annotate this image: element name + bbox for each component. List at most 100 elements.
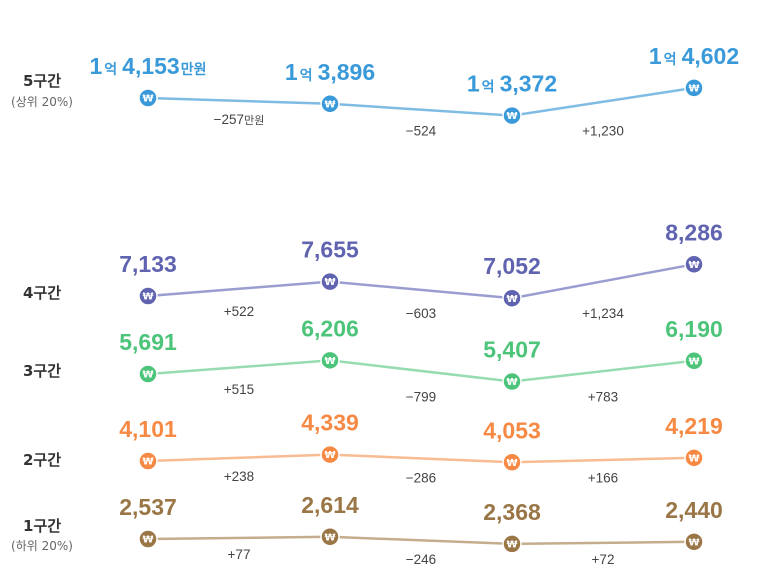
value-label-number: 8,286 xyxy=(665,219,723,245)
delta-value: −603 xyxy=(406,306,436,321)
row-sublabel: (하위 20%) xyxy=(11,539,73,553)
value-label: 8,286 xyxy=(665,219,723,245)
value-label-unit-eok: 억 xyxy=(482,80,495,96)
value-label-hundred-millions: 1 xyxy=(649,43,662,69)
won-icon: ₩ xyxy=(506,111,517,122)
delta-value: +783 xyxy=(588,390,618,405)
data-point xyxy=(502,371,522,392)
delta-value: −524 xyxy=(406,124,437,139)
value-label-unit: 만원 xyxy=(181,62,207,78)
value-label: 2,440 xyxy=(665,497,723,523)
value-label-unit-eok: 억 xyxy=(664,52,677,68)
value-label: 7,133 xyxy=(119,251,177,277)
series-line xyxy=(147,263,695,300)
delta-value: −246 xyxy=(406,552,436,567)
delta-label: +72 xyxy=(592,552,615,567)
delta-value: −257 xyxy=(214,112,244,127)
value-label-number: 4,053 xyxy=(483,417,541,443)
row-label: 1구간 xyxy=(23,517,61,535)
value-label: 5,691 xyxy=(119,329,177,355)
won-icon: ₩ xyxy=(324,450,335,461)
delta-value: +522 xyxy=(224,304,254,319)
won-icon: ₩ xyxy=(324,99,335,110)
delta-label: +238 xyxy=(224,469,254,484)
data-point xyxy=(320,444,340,465)
delta-label: −286 xyxy=(406,470,436,485)
data-point xyxy=(320,350,340,371)
value-label: 1 억 3,372 xyxy=(467,71,557,97)
delta-label: −246 xyxy=(406,552,436,567)
won-icon: ₩ xyxy=(142,535,153,546)
value-label-unit-eok: 억 xyxy=(300,68,313,84)
row-sublabel: (상위 20%) xyxy=(11,95,73,109)
delta-label: +166 xyxy=(588,470,618,485)
delta-label: +515 xyxy=(224,382,254,397)
value-label-number: 4,153 xyxy=(122,53,180,79)
data-point xyxy=(502,105,522,126)
row-label: 3구간 xyxy=(23,362,61,380)
data-point xyxy=(138,88,158,108)
won-icon: ₩ xyxy=(688,356,699,367)
data-point xyxy=(684,78,704,98)
delta-label: −799 xyxy=(406,390,436,405)
value-label-number: 4,219 xyxy=(665,413,723,439)
won-icon: ₩ xyxy=(324,277,335,288)
value-label-number: 5,407 xyxy=(483,337,541,363)
series-line xyxy=(147,453,695,464)
data-point xyxy=(138,364,158,384)
won-icon: ₩ xyxy=(506,540,517,551)
series-line xyxy=(147,535,695,546)
delta-value: +1,230 xyxy=(582,124,624,139)
won-icon: ₩ xyxy=(324,532,335,543)
value-label-number: 2,368 xyxy=(483,499,541,525)
delta-label: +1,234 xyxy=(582,306,624,321)
data-point xyxy=(320,94,340,114)
won-icon: ₩ xyxy=(506,377,517,388)
delta-value: −286 xyxy=(406,470,436,485)
value-label-number: 7,052 xyxy=(483,253,541,279)
data-point xyxy=(684,254,704,275)
delta-label: +783 xyxy=(588,390,618,405)
series-line xyxy=(147,359,695,383)
won-icon: ₩ xyxy=(506,458,517,469)
delta-label: +77 xyxy=(228,547,251,562)
delta-label: +522 xyxy=(224,304,254,319)
delta-value: +166 xyxy=(588,470,618,485)
value-label-number: 3,372 xyxy=(500,71,558,97)
value-label-hundred-millions: 1 xyxy=(285,59,298,85)
value-label: 1 억 3,896 xyxy=(285,59,375,85)
delta-value: +77 xyxy=(228,547,251,562)
delta-value: −799 xyxy=(406,390,436,405)
value-label: 2,614 xyxy=(301,492,359,518)
value-label-number: 4,101 xyxy=(119,416,177,442)
won-icon: ₩ xyxy=(142,292,153,303)
won-icon: ₩ xyxy=(506,294,517,305)
won-icon: ₩ xyxy=(688,453,699,464)
won-icon: ₩ xyxy=(142,457,153,468)
delta-value: +238 xyxy=(224,469,254,484)
data-point xyxy=(502,288,522,308)
won-icon: ₩ xyxy=(688,537,699,548)
value-label: 5,407 xyxy=(483,337,541,363)
won-icon: ₩ xyxy=(142,94,153,105)
value-label: 7,052 xyxy=(483,253,541,279)
delta-label: −257만원 xyxy=(214,112,265,127)
value-label: 4,219 xyxy=(665,413,723,439)
data-point xyxy=(138,451,158,471)
value-label: 1 억 4,153만원 xyxy=(89,53,206,79)
value-label-number: 7,655 xyxy=(301,237,359,263)
value-label-number: 4,602 xyxy=(682,43,740,69)
value-label-number: 2,537 xyxy=(119,494,177,520)
value-label-number: 2,614 xyxy=(301,492,359,518)
delta-value: +1,234 xyxy=(582,306,624,321)
value-label-number: 6,190 xyxy=(665,316,723,342)
value-label: 6,190 xyxy=(665,316,723,342)
won-icon: ₩ xyxy=(688,83,699,94)
value-label-hundred-millions: 1 xyxy=(467,71,480,97)
value-label: 4,101 xyxy=(119,416,177,442)
value-label-number: 5,691 xyxy=(119,329,177,355)
won-icon: ₩ xyxy=(142,370,153,381)
value-label: 4,053 xyxy=(483,417,541,443)
delta-value: +72 xyxy=(592,552,615,567)
data-point xyxy=(684,448,704,468)
